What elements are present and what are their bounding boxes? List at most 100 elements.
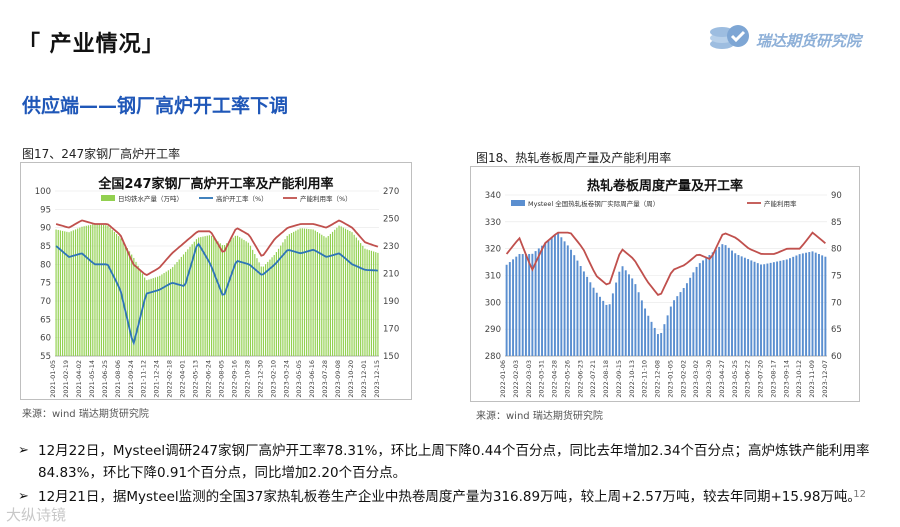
chart-bar [96,224,98,356]
chart-bar [682,288,685,356]
x-axis-tick-label: 2023-04-27 [718,360,726,398]
chart-bar [727,247,730,356]
chart-bar [824,256,827,356]
chart-bar [579,266,582,356]
chart-bar [776,261,779,356]
chart-bar [743,257,746,356]
chart-bar [676,296,679,356]
chart-bar [779,260,782,356]
chart-bar [795,255,798,356]
chart-bar [215,239,217,356]
chart-bar [689,277,692,356]
chart-bar [573,255,576,356]
x-axis-tick-label: 2022-03-31 [538,360,546,398]
chart-bar [157,276,159,356]
chart-bar [321,234,323,356]
chart-bar [531,253,534,356]
x-axis-tick-label: 2022-02-03 [512,360,520,398]
chart-bar [249,245,252,356]
x-axis-tick-label: 2023-07-28 [321,360,329,398]
chart-bar [805,252,808,356]
chart-bar [308,228,310,356]
chart-bar [351,232,353,356]
chart-bar [239,237,241,356]
hot-rolled-coil-chart-svg: 280 290 300 310 320 330 340 60 65 70 75 80 85 90 2022-… [485,191,842,398]
page-header-title: 「 产业情况」 [18,32,165,57]
chart-bar [537,248,540,356]
x-axis-tick-label: 2022-12-30 [256,360,264,398]
chart-bar [769,262,772,356]
x-axis-tick-label: 2022-10-13 [628,360,636,398]
legend-label: 产能利用率（%） [300,194,352,203]
chart-bar [161,274,163,356]
chart-bar [228,241,230,356]
legend-label: Mysteel 全国热轧板卷钢厂实际周产量（周） [528,199,659,208]
chart-bar [230,239,232,356]
right-axis-tick-label: 80 [831,245,842,255]
chart-bar [377,252,379,356]
chart-bar [167,270,169,356]
bullet-item: ➢ 12月22日，Mysteel调研247家钢厂高炉开工率78.31%，环比上周… [18,440,886,484]
chart-bar [711,252,714,356]
chart-bar [316,231,319,356]
chart-bar [293,231,295,356]
chart-bar [55,229,57,356]
chart-bar [273,254,275,356]
left-axis-tick-label: 300 [485,298,501,308]
chart-bar [128,251,131,356]
chart-bar [656,334,659,356]
legend-swatch [101,195,115,201]
chart-bar [521,254,524,356]
chart-bar [347,229,349,356]
left-axis-tick-label: 80 [40,260,51,270]
chart-bar [211,235,213,356]
chart-bar [508,262,511,356]
left-axis-tick-label: 95 [40,205,51,215]
chart-bar [256,258,258,356]
chart-title: 全国247家钢厂高炉开工率及产能利用率 [98,177,334,192]
chart-bar [85,225,87,356]
chart-bar [692,272,695,356]
chart-bar [724,245,727,356]
chart-bar [303,228,306,356]
chart-bar [267,261,269,356]
chart-bar [814,252,817,356]
chart-bar [115,234,118,356]
x-axis-tick-label: 2023-06-22 [744,360,752,398]
chart-bar [144,277,146,356]
figure-17-caption: 图17、247家钢厂高炉开工率 [22,147,181,161]
chart-bar [362,245,364,356]
chart-bar [204,236,206,356]
x-axis-tick-label: 2021-05-14 [88,360,96,398]
chart-bar [586,276,589,356]
chart-bar [666,315,669,356]
chart-bar [772,262,775,356]
right-axis-tick-label: 170 [383,325,399,335]
chart-bar [90,224,92,356]
chart-bar [515,256,518,356]
chart-bar [355,237,357,356]
chart-bar [146,280,148,356]
chart-bar [232,237,234,356]
chart-bar [59,230,61,356]
legend-label: 高炉开工率（%） [216,194,268,203]
chart-bar [801,253,804,356]
chart-bar [647,315,650,356]
chart-bar [679,292,682,356]
right-axis-tick-label: 250 [383,215,399,225]
x-axis-tick-label: 2023-03-24 [282,360,290,398]
chart-bar [669,306,672,356]
left-axis-tick-label: 340 [485,191,501,201]
chart-bar [165,271,167,356]
chart-bar [340,226,342,356]
chart-bar [100,224,103,356]
chart-bar [180,256,182,356]
chart-bar [202,236,204,356]
chart-bar [364,248,366,356]
chart-bar [68,232,70,356]
left-axis-tick-label: 330 [485,218,501,228]
bullet-item: ➢ 12月21日，据Mysteel监测的全国37家热轧板卷生产企业中热卷周度产量… [18,486,886,508]
chart-bar [582,271,585,356]
chart-bar [297,229,299,356]
chart-bar [705,257,708,356]
